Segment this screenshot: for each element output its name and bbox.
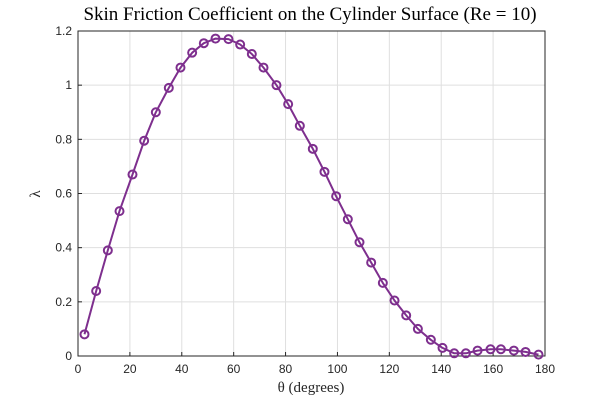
data-point — [258, 62, 269, 73]
data-point — [401, 310, 412, 321]
y-tick-label: 1 — [65, 78, 72, 92]
x-tick-label: 0 — [75, 362, 82, 376]
series-line-group — [79, 33, 544, 360]
data-point — [210, 33, 221, 44]
data-point — [508, 345, 519, 356]
data-point — [150, 107, 161, 118]
data-point — [271, 80, 282, 91]
data-point — [495, 344, 506, 355]
data-point — [460, 348, 471, 359]
data-point — [342, 214, 353, 225]
x-tick-label: 120 — [379, 362, 399, 376]
y-axis-label: λ — [28, 190, 44, 198]
y-tick-label: 0.6 — [55, 187, 72, 201]
data-point — [377, 277, 388, 288]
x-tick-label: 180 — [535, 362, 555, 376]
data-point — [175, 62, 186, 73]
x-tick-label: 100 — [327, 362, 347, 376]
data-point — [354, 237, 365, 248]
data-point — [294, 120, 305, 131]
series-line — [83, 37, 539, 356]
data-point — [223, 34, 234, 45]
x-tick-label: 140 — [431, 362, 451, 376]
x-tick-label: 160 — [483, 362, 503, 376]
y-tick-label: 0.8 — [55, 132, 72, 146]
data-point — [114, 206, 125, 217]
data-point — [283, 99, 294, 110]
data-point — [331, 191, 342, 202]
data-point — [79, 329, 90, 340]
data-point — [485, 344, 496, 355]
data-point — [139, 135, 150, 146]
data-point — [389, 295, 400, 306]
x-tick-label: 60 — [227, 362, 241, 376]
y-tick-label: 1.2 — [55, 24, 72, 38]
data-point — [533, 349, 544, 360]
data-point — [127, 169, 138, 180]
y-tick-label: 0 — [65, 349, 72, 363]
x-tick-label: 40 — [175, 362, 189, 376]
axis-ticks: 0 20 40 60 80 100 120 140 160 180 0 0.2 0.4 0.6 0.8 1 1.… — [55, 24, 555, 376]
data-point — [425, 334, 436, 345]
data-point — [366, 257, 377, 268]
y-tick-label: 0.4 — [55, 241, 72, 255]
grid — [77, 30, 546, 357]
data-point — [102, 245, 113, 256]
data-point — [163, 82, 174, 93]
data-point — [91, 286, 102, 296]
data-point — [235, 39, 246, 50]
data-point — [472, 345, 483, 356]
chart-title: Skin Friction Coefficient on the Cylinde… — [83, 4, 536, 25]
y-tick-label: 0.2 — [55, 295, 72, 309]
data-point — [198, 38, 209, 49]
data-point — [319, 166, 330, 177]
data-point — [187, 47, 198, 58]
data-point — [449, 348, 460, 359]
data-point — [520, 346, 531, 357]
x-axis-label: θ (degrees) — [278, 380, 345, 396]
data-point — [412, 323, 423, 334]
data-point — [307, 143, 318, 154]
x-tick-label: 20 — [123, 362, 137, 376]
x-tick-label: 80 — [279, 362, 293, 376]
data-point — [246, 49, 257, 60]
data-point — [437, 342, 448, 353]
